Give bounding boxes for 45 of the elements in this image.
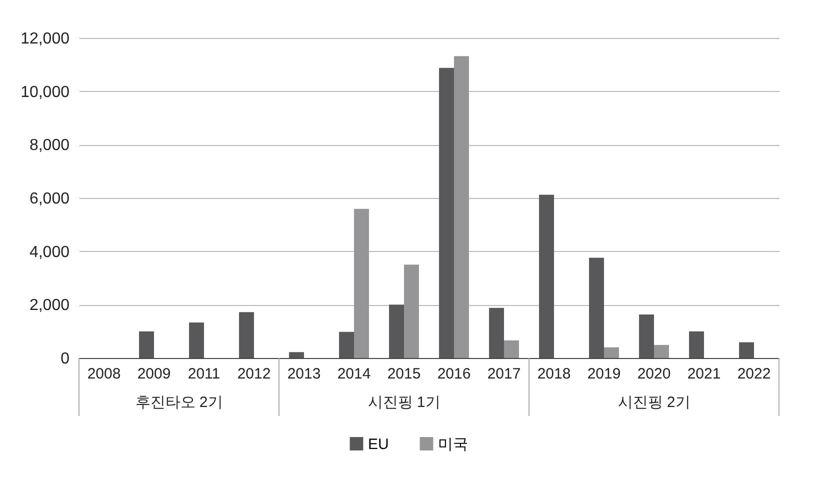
bar (139, 331, 154, 358)
y-tick-label: 12,000 (20, 30, 70, 48)
legend-label: 미국 (438, 436, 468, 453)
bar (689, 331, 704, 358)
bar (504, 340, 519, 358)
bar (339, 332, 354, 358)
bar (604, 347, 619, 358)
bar (654, 344, 669, 358)
bar (189, 322, 204, 358)
x-tick-label: 2020 (637, 366, 671, 382)
y-tick-label: 4,000 (29, 244, 70, 261)
x-tick-label: 2009 (137, 366, 171, 382)
text: 후진타오 2기 (135, 394, 223, 411)
x-tick-label: 2022 (737, 366, 771, 382)
x-tick-label: 2021 (687, 366, 721, 382)
bar (539, 194, 554, 358)
x-tick-label: 2008 (87, 366, 121, 382)
legend-label: EU (368, 436, 389, 453)
x-tick-label: 2016 (437, 366, 471, 382)
x-tick-label: 2012 (237, 366, 271, 382)
x-tick-label: 2019 (587, 366, 621, 382)
bar (589, 258, 604, 358)
y-tick-label: 0 (60, 350, 70, 368)
x-tick-label: 2013 (287, 366, 321, 382)
y-tick-label: 10,000 (20, 84, 70, 101)
y-tick-label: 2,000 (29, 297, 70, 314)
text: 시진핑 2기 (618, 394, 690, 411)
bar (739, 342, 754, 358)
bar (354, 208, 369, 358)
x-tick-label: 2015 (387, 366, 421, 382)
bar (639, 314, 654, 358)
x-tick-label: 2014 (337, 366, 371, 382)
bar (239, 312, 254, 358)
bar (389, 304, 404, 358)
bar (489, 308, 504, 358)
y-tick-label: 6,000 (29, 190, 70, 208)
x-tick-label: 2018 (537, 366, 571, 382)
x-tick-label: 2017 (487, 366, 521, 382)
bar (439, 68, 454, 358)
bar (454, 56, 469, 358)
y-tick-label: 8,000 (29, 137, 70, 154)
x-tick-label: 2011 (188, 366, 220, 382)
bar (289, 352, 304, 358)
text: 시진핑 1기 (368, 394, 440, 411)
bar (404, 264, 419, 358)
